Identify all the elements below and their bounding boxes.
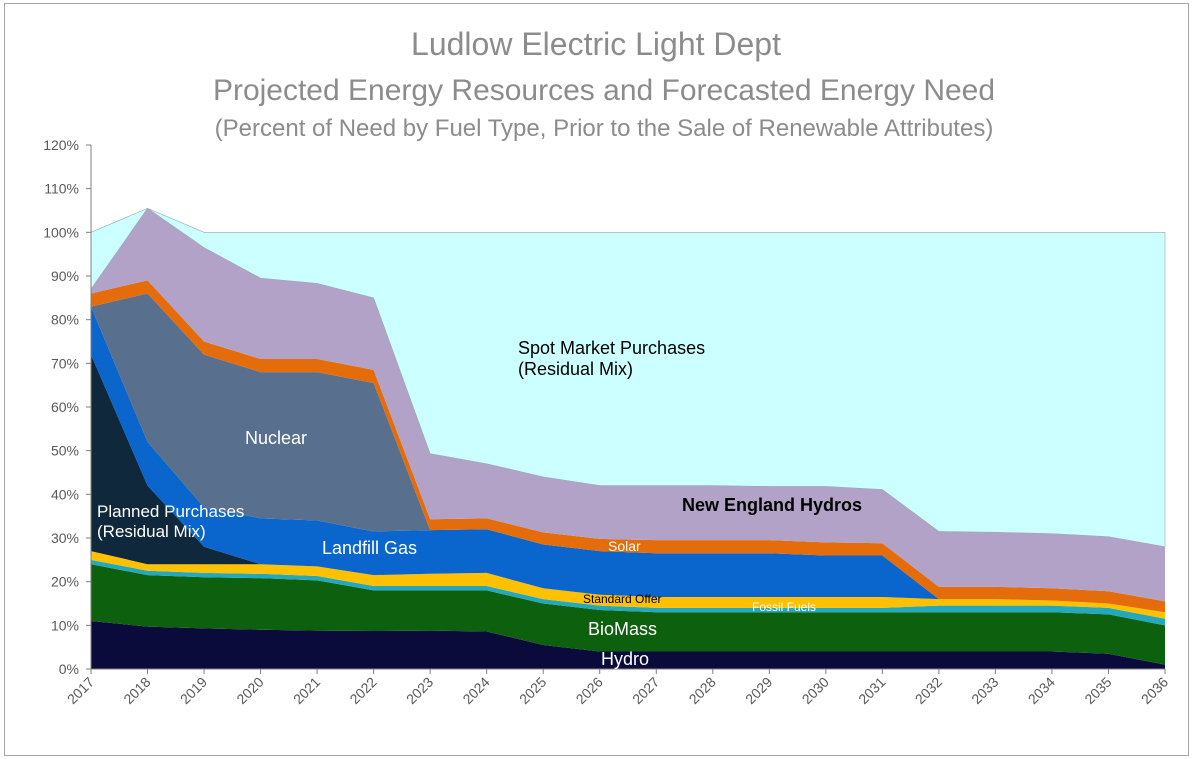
- x-tick-label: 2030: [799, 674, 832, 707]
- x-tick-label: 2033: [968, 674, 1001, 707]
- area: [91, 620, 1165, 669]
- x-tick-label: 2036: [1138, 674, 1171, 707]
- area: [91, 551, 1165, 619]
- chart-subtitle: Projected Energy Resources and Forecaste…: [213, 74, 995, 107]
- x-tick-label: 2023: [403, 674, 436, 707]
- y-tick-label: 60%: [51, 399, 79, 415]
- area: [91, 293, 1165, 613]
- y-tick-label: 120%: [43, 137, 79, 153]
- area: [91, 559, 1165, 626]
- area-label: Spot Market Purchases (Residual Mix): [518, 338, 706, 379]
- y-tick-label: 110%: [44, 181, 79, 197]
- area: [90, 207, 1166, 548]
- area-label: BioMass: [588, 619, 658, 639]
- area-label: Standard Offer: [583, 592, 662, 606]
- y-tick-label: 10%: [51, 617, 79, 633]
- area-label: New England Hydros: [682, 495, 863, 515]
- area: [91, 306, 1165, 613]
- y-tick-label: 50%: [51, 443, 79, 459]
- y-tick-label: 100%: [43, 224, 79, 240]
- x-tick-label: 2022: [346, 674, 379, 707]
- y-tick-label: 30%: [51, 530, 79, 546]
- y-tick-label: 70%: [51, 355, 79, 371]
- chart-title: Ludlow Electric Light Dept: [411, 26, 781, 62]
- x-tick-label: 2035: [1081, 674, 1114, 707]
- x-tick-label: 2031: [855, 674, 888, 707]
- x-tick-label: 2029: [742, 674, 775, 707]
- area: [91, 280, 1165, 613]
- x-tick-label: 2032: [912, 674, 945, 707]
- x-tick-label: 2034: [1025, 674, 1058, 707]
- x-tick-label: 2027: [629, 674, 662, 707]
- y-tick-label: 80%: [51, 312, 79, 328]
- y-tick-label: 40%: [51, 486, 79, 502]
- area: [91, 208, 1165, 602]
- area-label: Hydro: [601, 649, 650, 669]
- area: [91, 564, 1165, 665]
- chart-note: (Percent of Need by Fuel Type, Prior to …: [215, 115, 994, 142]
- x-tick-label: 2018: [120, 674, 153, 707]
- x-tick-label: 2017: [64, 674, 97, 707]
- area-label: Planned Purchases (Residual Mix): [97, 502, 245, 541]
- x-tick-label: 2019: [177, 674, 210, 707]
- area-label: Fossil Fuels: [752, 600, 817, 614]
- x-tick-label: 2028: [686, 674, 719, 707]
- chart-frame: [4, 3, 1189, 756]
- x-tick-label: 2026: [573, 674, 606, 707]
- area-label: Nuclear: [245, 428, 308, 448]
- y-tick-label: 90%: [51, 268, 79, 284]
- x-tick-label: 2024: [459, 674, 492, 707]
- x-tick-label: 2021: [290, 674, 323, 707]
- x-tick-label: 2020: [233, 674, 266, 707]
- y-tick-label: 20%: [51, 574, 79, 590]
- x-tick-label: 2025: [516, 674, 549, 707]
- area-label: Landfill Gas: [322, 538, 418, 558]
- area-label: Solar: [608, 538, 641, 554]
- y-tick-label: 0%: [59, 661, 79, 677]
